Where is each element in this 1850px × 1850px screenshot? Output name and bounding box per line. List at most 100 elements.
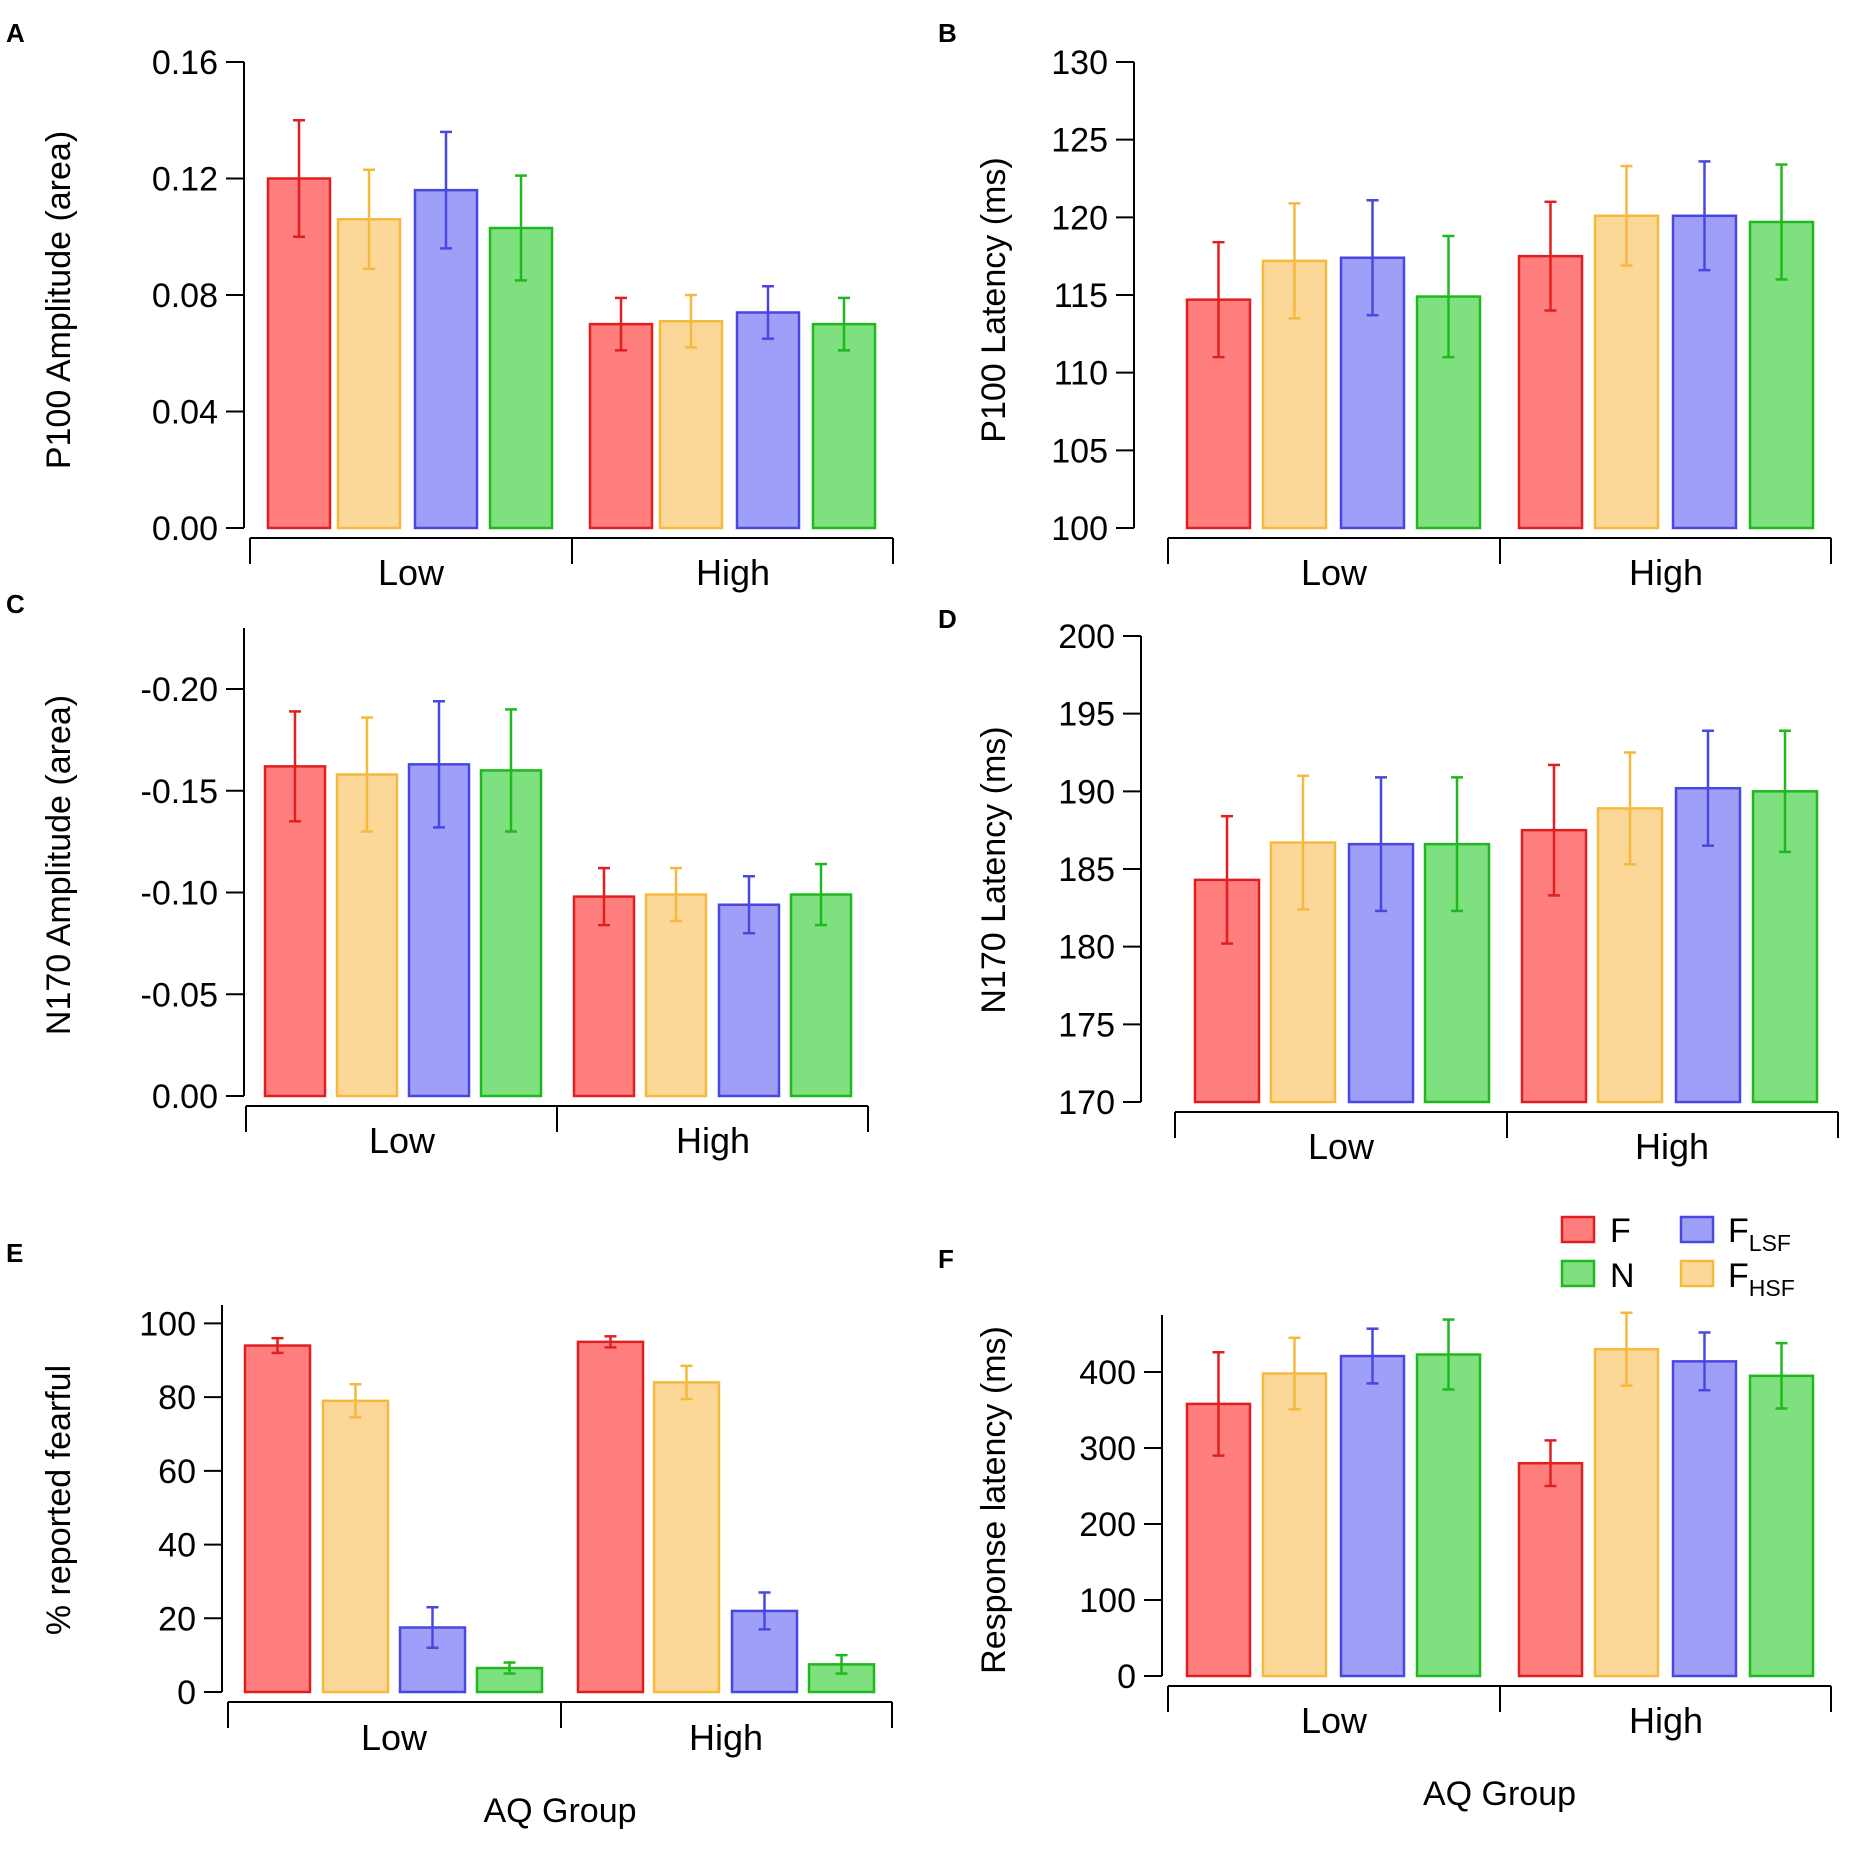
y-tick-label: 130 [1051, 44, 1108, 82]
bar-fhsf-high [658, 319, 724, 530]
y-tick-label: 200 [1058, 618, 1115, 656]
x-category-label-high: High [689, 1717, 763, 1758]
y-tick-label: 195 [1058, 696, 1115, 734]
x-category-label-low: Low [378, 552, 445, 593]
y-tick-label: 300 [1079, 1430, 1136, 1468]
bar-flsf-low [413, 188, 479, 530]
bar-flsf-high [717, 903, 781, 1098]
y-tick-label: 170 [1058, 1084, 1115, 1122]
bar-n-high [1748, 1374, 1815, 1678]
error-bar-n-low [503, 1661, 516, 1675]
bar-fhsf-high [1593, 214, 1660, 530]
x-category-label-high: High [696, 552, 770, 593]
error-bar-fhsf-low [1288, 202, 1301, 320]
y-tick-label: -0.15 [141, 773, 219, 811]
y-tick-label: 120 [1051, 199, 1108, 237]
y-tick-label: 80 [158, 1379, 196, 1417]
y-tick-label: 0.00 [152, 510, 218, 548]
bar-f-high [576, 1340, 645, 1694]
legend-label-f: F [1610, 1212, 1631, 1250]
legend-label-main: N [1610, 1257, 1635, 1295]
error-bar-n-low [515, 174, 527, 282]
error-bar-fhsf-high [1624, 751, 1636, 866]
x-axis-title: AQ Group [483, 1792, 636, 1830]
error-bar-fhsf-low [363, 168, 375, 271]
y-tick-label: 0.04 [152, 394, 218, 432]
bar-n-high [789, 893, 853, 1098]
panel-letter: B [938, 18, 957, 48]
y-tick-label: 400 [1079, 1354, 1136, 1392]
x-category-label-high: High [1629, 1700, 1703, 1741]
error-bar-flsf-low [1366, 198, 1379, 317]
bar-flsf-high [1671, 1360, 1738, 1678]
error-bar-f-low [289, 710, 301, 823]
panel-c: C 0.00 -0.05 -0.10 -0.15 -0.20 N170 Amplitude … [6, 589, 869, 1161]
error-bar-flsf-low [1375, 776, 1387, 913]
error-bar-flsf-low [426, 1605, 439, 1650]
error-bar-flsf-high [1698, 1331, 1711, 1392]
x-category-label-low: Low [1308, 1126, 1375, 1167]
error-bar-f-low [1212, 1350, 1225, 1457]
error-bar-n-low [1442, 234, 1455, 359]
legend-label-flsf: FLSF [1728, 1212, 1791, 1256]
error-bar-f-high [615, 296, 627, 352]
legend-label-subscript: LSF [1749, 1230, 1791, 1256]
panel-b: B 100 105 110 115 120 125 130 P100 Latency (ms) L… [938, 18, 1832, 593]
error-bar-f-low [1212, 240, 1225, 359]
error-bar-f-high [1544, 200, 1557, 312]
error-bar-n-high [1779, 729, 1791, 854]
legend-swatch-fhsf [1679, 1259, 1715, 1288]
legend-label-fhsf: FHSF [1728, 1257, 1795, 1301]
y-axis-title: P100 Amplitude (area) [40, 131, 78, 469]
legend-swatch-f [1560, 1215, 1596, 1244]
panel-a: A 0.00 0.04 0.08 0.12 0.16 P100 Amplitude (are… [6, 18, 894, 593]
y-tick-label: 20 [158, 1600, 196, 1638]
legend-label-main: F [1610, 1212, 1631, 1250]
error-bar-fhsf-low [349, 1382, 362, 1419]
bar-fhsf-high [652, 1381, 721, 1694]
bar-f-high [1517, 254, 1584, 530]
bar-f-low [243, 1344, 312, 1694]
y-axis-title: N170 Latency (ms) [975, 726, 1013, 1013]
panel-f: F 0 100 200 300 400 Response latency (ms) Low Hi… [938, 1244, 1832, 1813]
y-tick-label: 0.00 [152, 1078, 218, 1116]
legend-swatch-flsf [1679, 1215, 1715, 1244]
y-tick-label: -0.10 [141, 875, 219, 913]
error-bar-n-high [838, 296, 850, 352]
error-bar-fhsf-low [1297, 774, 1309, 911]
legend: F FLSF N FHSF [1560, 1212, 1795, 1301]
y-axis-title: N170 Amplitude (area) [40, 695, 78, 1035]
y-tick-label: 100 [1051, 510, 1108, 548]
legend-swatch-n [1560, 1259, 1596, 1288]
bar-f-high [572, 895, 636, 1098]
y-tick-label: 0.08 [152, 277, 218, 315]
y-tick-label: 105 [1051, 432, 1108, 470]
panel-letter: A [6, 18, 25, 48]
y-tick-label: 100 [1079, 1582, 1136, 1620]
bar-fhsf-low [321, 1399, 390, 1694]
bar-n-high [811, 322, 877, 530]
error-bar-n-high [815, 862, 827, 927]
error-bar-n-low [1442, 1318, 1455, 1391]
x-category-label-high: High [1635, 1126, 1709, 1167]
bar-f-high [1517, 1461, 1584, 1678]
error-bar-n-low [1451, 776, 1463, 913]
y-tick-label: -0.20 [141, 671, 219, 709]
y-axis-title: % reported fearful [40, 1365, 78, 1635]
y-tick-label: -0.05 [141, 976, 219, 1014]
error-bar-flsf-high [762, 285, 774, 340]
error-bar-fhsf-high [685, 293, 697, 349]
bar-flsf-low [1339, 1354, 1406, 1678]
y-axis-title: Response latency (ms) [975, 1326, 1013, 1674]
legend-label-n: N [1610, 1257, 1635, 1295]
error-bar-flsf-low [433, 700, 445, 829]
bar-f-high [588, 322, 654, 530]
legend-label-subscript: HSF [1749, 1275, 1795, 1301]
bar-n-low [1415, 1353, 1482, 1678]
panel-letter: E [6, 1238, 23, 1268]
error-bar-flsf-low [440, 130, 452, 250]
y-tick-label: 185 [1058, 851, 1115, 889]
error-bar-flsf-high [1702, 729, 1714, 847]
y-tick-label: 180 [1058, 929, 1115, 967]
error-bar-fhsf-low [1288, 1336, 1301, 1411]
